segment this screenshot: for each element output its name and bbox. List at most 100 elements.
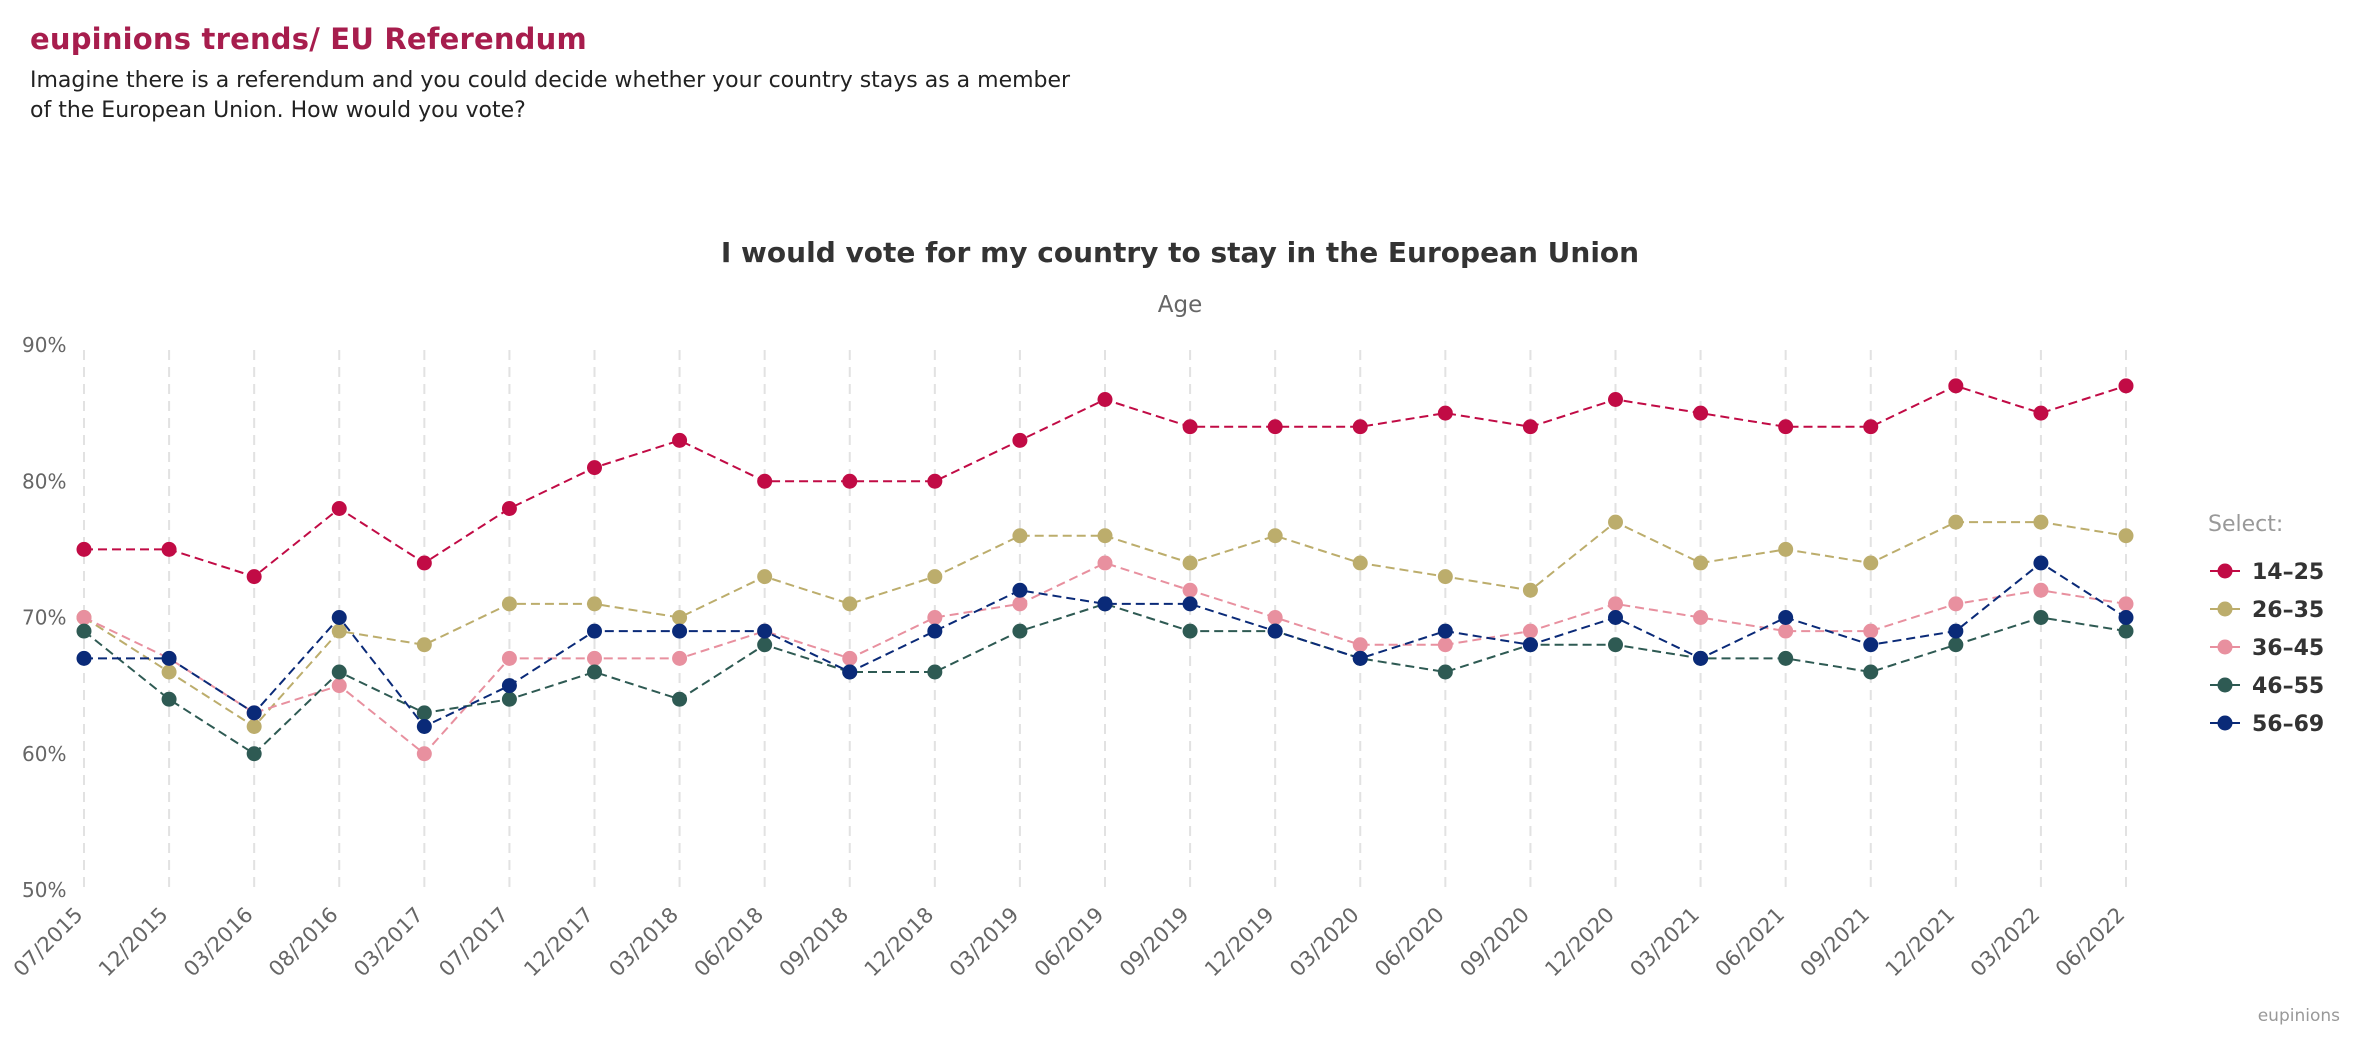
data-point[interactable] <box>1012 596 1028 612</box>
data-point[interactable] <box>842 473 858 489</box>
data-point[interactable] <box>416 746 432 762</box>
data-point[interactable] <box>2033 582 2049 598</box>
data-point[interactable] <box>1012 623 1028 639</box>
data-point[interactable] <box>1267 610 1283 625</box>
data-point[interactable] <box>1693 610 1709 625</box>
data-point[interactable] <box>501 650 517 666</box>
data-point[interactable] <box>246 719 262 734</box>
data-point[interactable] <box>1948 514 1964 530</box>
data-point[interactable] <box>1693 650 1709 666</box>
data-point[interactable] <box>1948 596 1964 612</box>
data-point[interactable] <box>672 432 688 448</box>
data-point[interactable] <box>161 650 177 666</box>
data-point[interactable] <box>331 664 347 680</box>
data-point[interactable] <box>1012 582 1028 598</box>
data-point[interactable] <box>1182 582 1198 598</box>
data-point[interactable] <box>1693 555 1709 571</box>
data-point[interactable] <box>757 637 773 653</box>
data-point[interactable] <box>1437 405 1453 421</box>
data-point[interactable] <box>1267 419 1283 435</box>
data-point[interactable] <box>587 596 602 612</box>
data-point[interactable] <box>927 610 943 625</box>
legend-item[interactable]: 56–69 <box>2210 712 2324 737</box>
data-point[interactable] <box>501 596 517 612</box>
data-point[interactable] <box>1778 541 1794 557</box>
data-point[interactable] <box>672 691 688 707</box>
data-point[interactable] <box>2033 514 2049 530</box>
data-point[interactable] <box>2118 596 2134 612</box>
data-point[interactable] <box>1948 378 1964 394</box>
data-point[interactable] <box>1097 596 1113 612</box>
data-point[interactable] <box>1267 623 1283 639</box>
legend-item[interactable]: 26–35 <box>2210 598 2324 623</box>
data-point[interactable] <box>331 501 347 516</box>
data-point[interactable] <box>331 610 347 625</box>
data-point[interactable] <box>331 623 347 639</box>
data-point[interactable] <box>927 664 943 680</box>
data-point[interactable] <box>246 569 262 585</box>
data-point[interactable] <box>2033 610 2049 625</box>
data-point[interactable] <box>1608 596 1623 612</box>
data-point[interactable] <box>1522 582 1538 598</box>
data-point[interactable] <box>2118 528 2134 544</box>
data-point[interactable] <box>76 610 92 625</box>
data-point[interactable] <box>1352 555 1368 571</box>
data-point[interactable] <box>1352 637 1368 653</box>
data-point[interactable] <box>1522 623 1538 639</box>
data-point[interactable] <box>1012 432 1028 448</box>
data-point[interactable] <box>1608 514 1623 530</box>
data-point[interactable] <box>246 746 262 762</box>
data-point[interactable] <box>161 541 177 557</box>
data-point[interactable] <box>1778 419 1794 435</box>
data-point[interactable] <box>587 460 602 476</box>
data-point[interactable] <box>757 569 773 585</box>
data-point[interactable] <box>842 650 858 666</box>
data-point[interactable] <box>1863 623 1879 639</box>
data-point[interactable] <box>1352 419 1368 435</box>
data-point[interactable] <box>1182 419 1198 435</box>
data-point[interactable] <box>501 691 517 707</box>
data-point[interactable] <box>416 555 432 571</box>
data-point[interactable] <box>1097 392 1113 407</box>
legend-item[interactable]: 46–55 <box>2210 674 2324 699</box>
data-point[interactable] <box>1948 623 1964 639</box>
data-point[interactable] <box>1778 623 1794 639</box>
data-point[interactable] <box>416 637 432 653</box>
data-point[interactable] <box>1863 637 1879 653</box>
data-point[interactable] <box>842 596 858 612</box>
data-point[interactable] <box>76 650 92 666</box>
data-point[interactable] <box>246 705 262 721</box>
data-point[interactable] <box>1863 555 1879 571</box>
data-point[interactable] <box>76 623 92 639</box>
legend-item[interactable]: 36–45 <box>2210 636 2324 661</box>
data-point[interactable] <box>2118 378 2134 394</box>
data-point[interactable] <box>842 664 858 680</box>
data-point[interactable] <box>161 664 177 680</box>
data-point[interactable] <box>672 650 688 666</box>
data-point[interactable] <box>501 501 517 516</box>
data-point[interactable] <box>1778 650 1794 666</box>
data-point[interactable] <box>1778 610 1794 625</box>
data-point[interactable] <box>1182 623 1198 639</box>
data-point[interactable] <box>416 705 432 721</box>
data-point[interactable] <box>1522 637 1538 653</box>
data-point[interactable] <box>76 541 92 557</box>
data-point[interactable] <box>672 623 688 639</box>
data-point[interactable] <box>2033 555 2049 571</box>
data-point[interactable] <box>1352 650 1368 666</box>
data-point[interactable] <box>1437 664 1453 680</box>
data-point[interactable] <box>2033 405 2049 421</box>
data-point[interactable] <box>1012 528 1028 544</box>
data-point[interactable] <box>2118 610 2134 625</box>
data-point[interactable] <box>1608 610 1623 625</box>
data-point[interactable] <box>927 473 943 489</box>
data-point[interactable] <box>1863 419 1879 435</box>
data-point[interactable] <box>1097 528 1113 544</box>
data-point[interactable] <box>757 473 773 489</box>
data-point[interactable] <box>1437 623 1453 639</box>
data-point[interactable] <box>1608 637 1623 653</box>
data-point[interactable] <box>927 623 943 639</box>
data-point[interactable] <box>1267 528 1283 544</box>
data-point[interactable] <box>587 650 602 666</box>
data-point[interactable] <box>1437 637 1453 653</box>
